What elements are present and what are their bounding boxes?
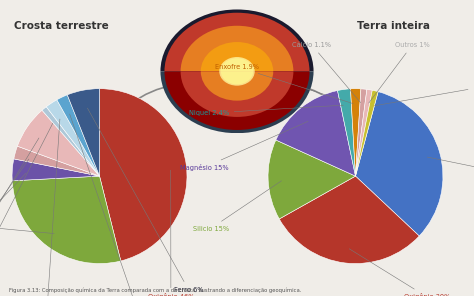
Text: Ferro 6%: Ferro 6% <box>87 108 203 293</box>
Text: Magnésio 15%: Magnésio 15% <box>180 121 308 171</box>
Wedge shape <box>201 42 273 71</box>
Text: Magnésio 4%: Magnésio 4% <box>0 173 26 257</box>
Wedge shape <box>160 9 314 71</box>
Wedge shape <box>268 140 356 219</box>
Text: Oxigênio 46%: Oxigênio 46% <box>147 170 194 296</box>
Text: Oxigênio 30%: Oxigênio 30% <box>349 249 450 296</box>
Wedge shape <box>12 176 121 263</box>
Wedge shape <box>12 159 100 181</box>
Wedge shape <box>100 89 187 261</box>
Wedge shape <box>14 146 100 176</box>
Wedge shape <box>356 90 378 176</box>
Wedge shape <box>42 107 100 176</box>
Text: Silicio 28%: Silicio 28% <box>0 221 54 234</box>
Wedge shape <box>279 176 419 263</box>
Text: Sódio 2.1%: Sódio 2.1% <box>70 114 155 296</box>
Wedge shape <box>164 71 310 130</box>
Text: Ferro 33%: Ferro 33% <box>427 157 474 175</box>
Wedge shape <box>356 89 367 176</box>
Text: Outros 1%: Outros 1% <box>0 123 53 296</box>
Text: Silicio 15%: Silicio 15% <box>192 181 282 231</box>
Text: Figura 3.13: Composição química da Terra comparada com a da crosta, ilustrando a: Figura 3.13: Composição química da Terra… <box>9 287 302 293</box>
Wedge shape <box>276 91 356 176</box>
Circle shape <box>219 57 255 86</box>
Wedge shape <box>181 71 293 117</box>
Text: Terra inteira: Terra inteira <box>357 21 430 31</box>
Text: Potássio 2.3%: Potássio 2.3% <box>24 119 70 296</box>
Wedge shape <box>221 58 253 71</box>
Text: Niquel 2.4%: Niquel 2.4% <box>189 105 343 116</box>
Wedge shape <box>164 13 310 71</box>
Text: Cálcio 2.4%: Cálcio 2.4% <box>0 159 29 271</box>
Wedge shape <box>337 89 356 176</box>
Text: Crosta terrestre: Crosta terrestre <box>14 21 109 31</box>
Wedge shape <box>18 110 100 176</box>
Text: Enxofre 1.9%: Enxofre 1.9% <box>215 64 353 104</box>
Wedge shape <box>160 71 314 133</box>
Wedge shape <box>356 92 443 236</box>
Text: Outros 1%: Outros 1% <box>369 42 429 103</box>
Wedge shape <box>201 71 273 101</box>
Wedge shape <box>57 95 100 176</box>
Text: Cálcio 1.1%: Cálcio 1.1% <box>292 42 361 103</box>
Text: Alumínio 8%: Alumínio 8% <box>0 138 39 284</box>
Wedge shape <box>46 100 100 176</box>
Text: Alumínio 1.1%: Alumínio 1.1% <box>374 81 474 106</box>
Wedge shape <box>181 26 293 71</box>
Wedge shape <box>356 89 372 176</box>
Wedge shape <box>350 89 361 176</box>
Wedge shape <box>221 71 253 84</box>
Wedge shape <box>67 89 100 176</box>
